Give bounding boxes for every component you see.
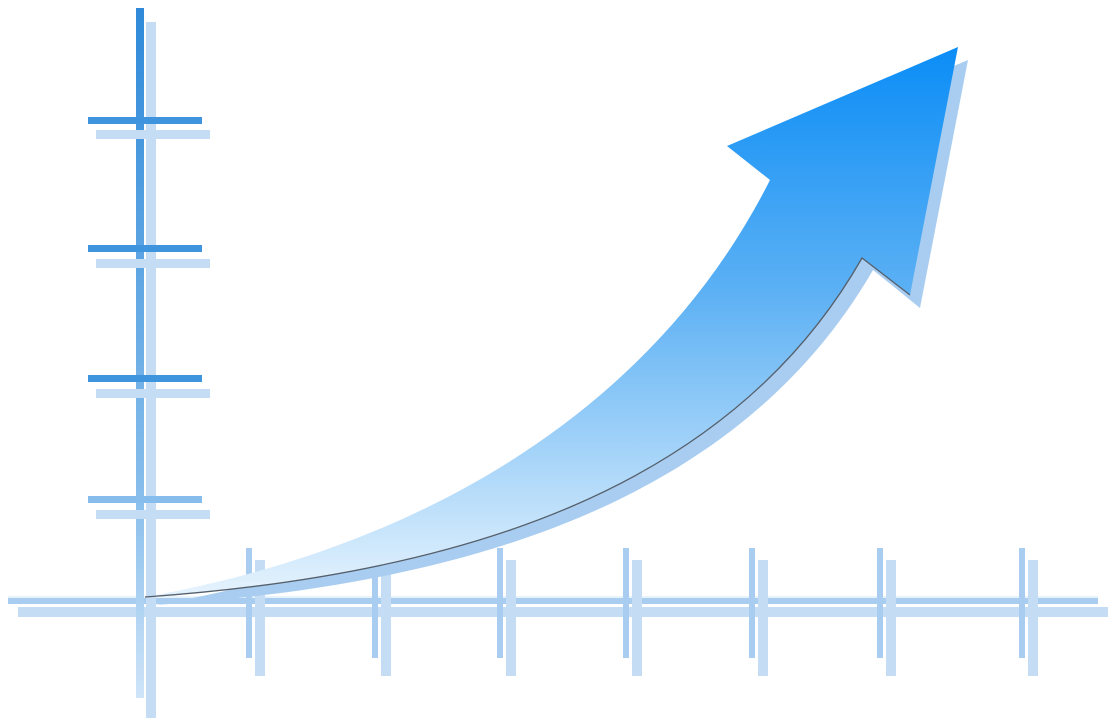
x-axis — [8, 596, 1108, 617]
growth-arrow — [145, 47, 958, 597]
y-axis-ticks — [88, 117, 210, 519]
y-axis-line — [136, 8, 144, 698]
x-tick — [877, 548, 896, 676]
x-axis-shadow — [18, 607, 1108, 617]
y-tick — [88, 375, 210, 398]
y-axis-shadow — [146, 22, 156, 718]
arrow-outline — [144, 257, 911, 598]
x-tick — [372, 548, 391, 676]
x-axis-ticks — [246, 548, 1038, 676]
y-tick — [88, 245, 210, 268]
x-axis-line — [8, 596, 1098, 604]
x-tick — [1019, 548, 1038, 676]
y-tick — [88, 496, 210, 519]
x-tick — [749, 548, 768, 676]
y-axis — [136, 8, 156, 718]
y-tick — [88, 117, 210, 139]
x-tick — [497, 548, 516, 676]
x-tick — [246, 548, 265, 676]
x-tick — [623, 548, 642, 676]
